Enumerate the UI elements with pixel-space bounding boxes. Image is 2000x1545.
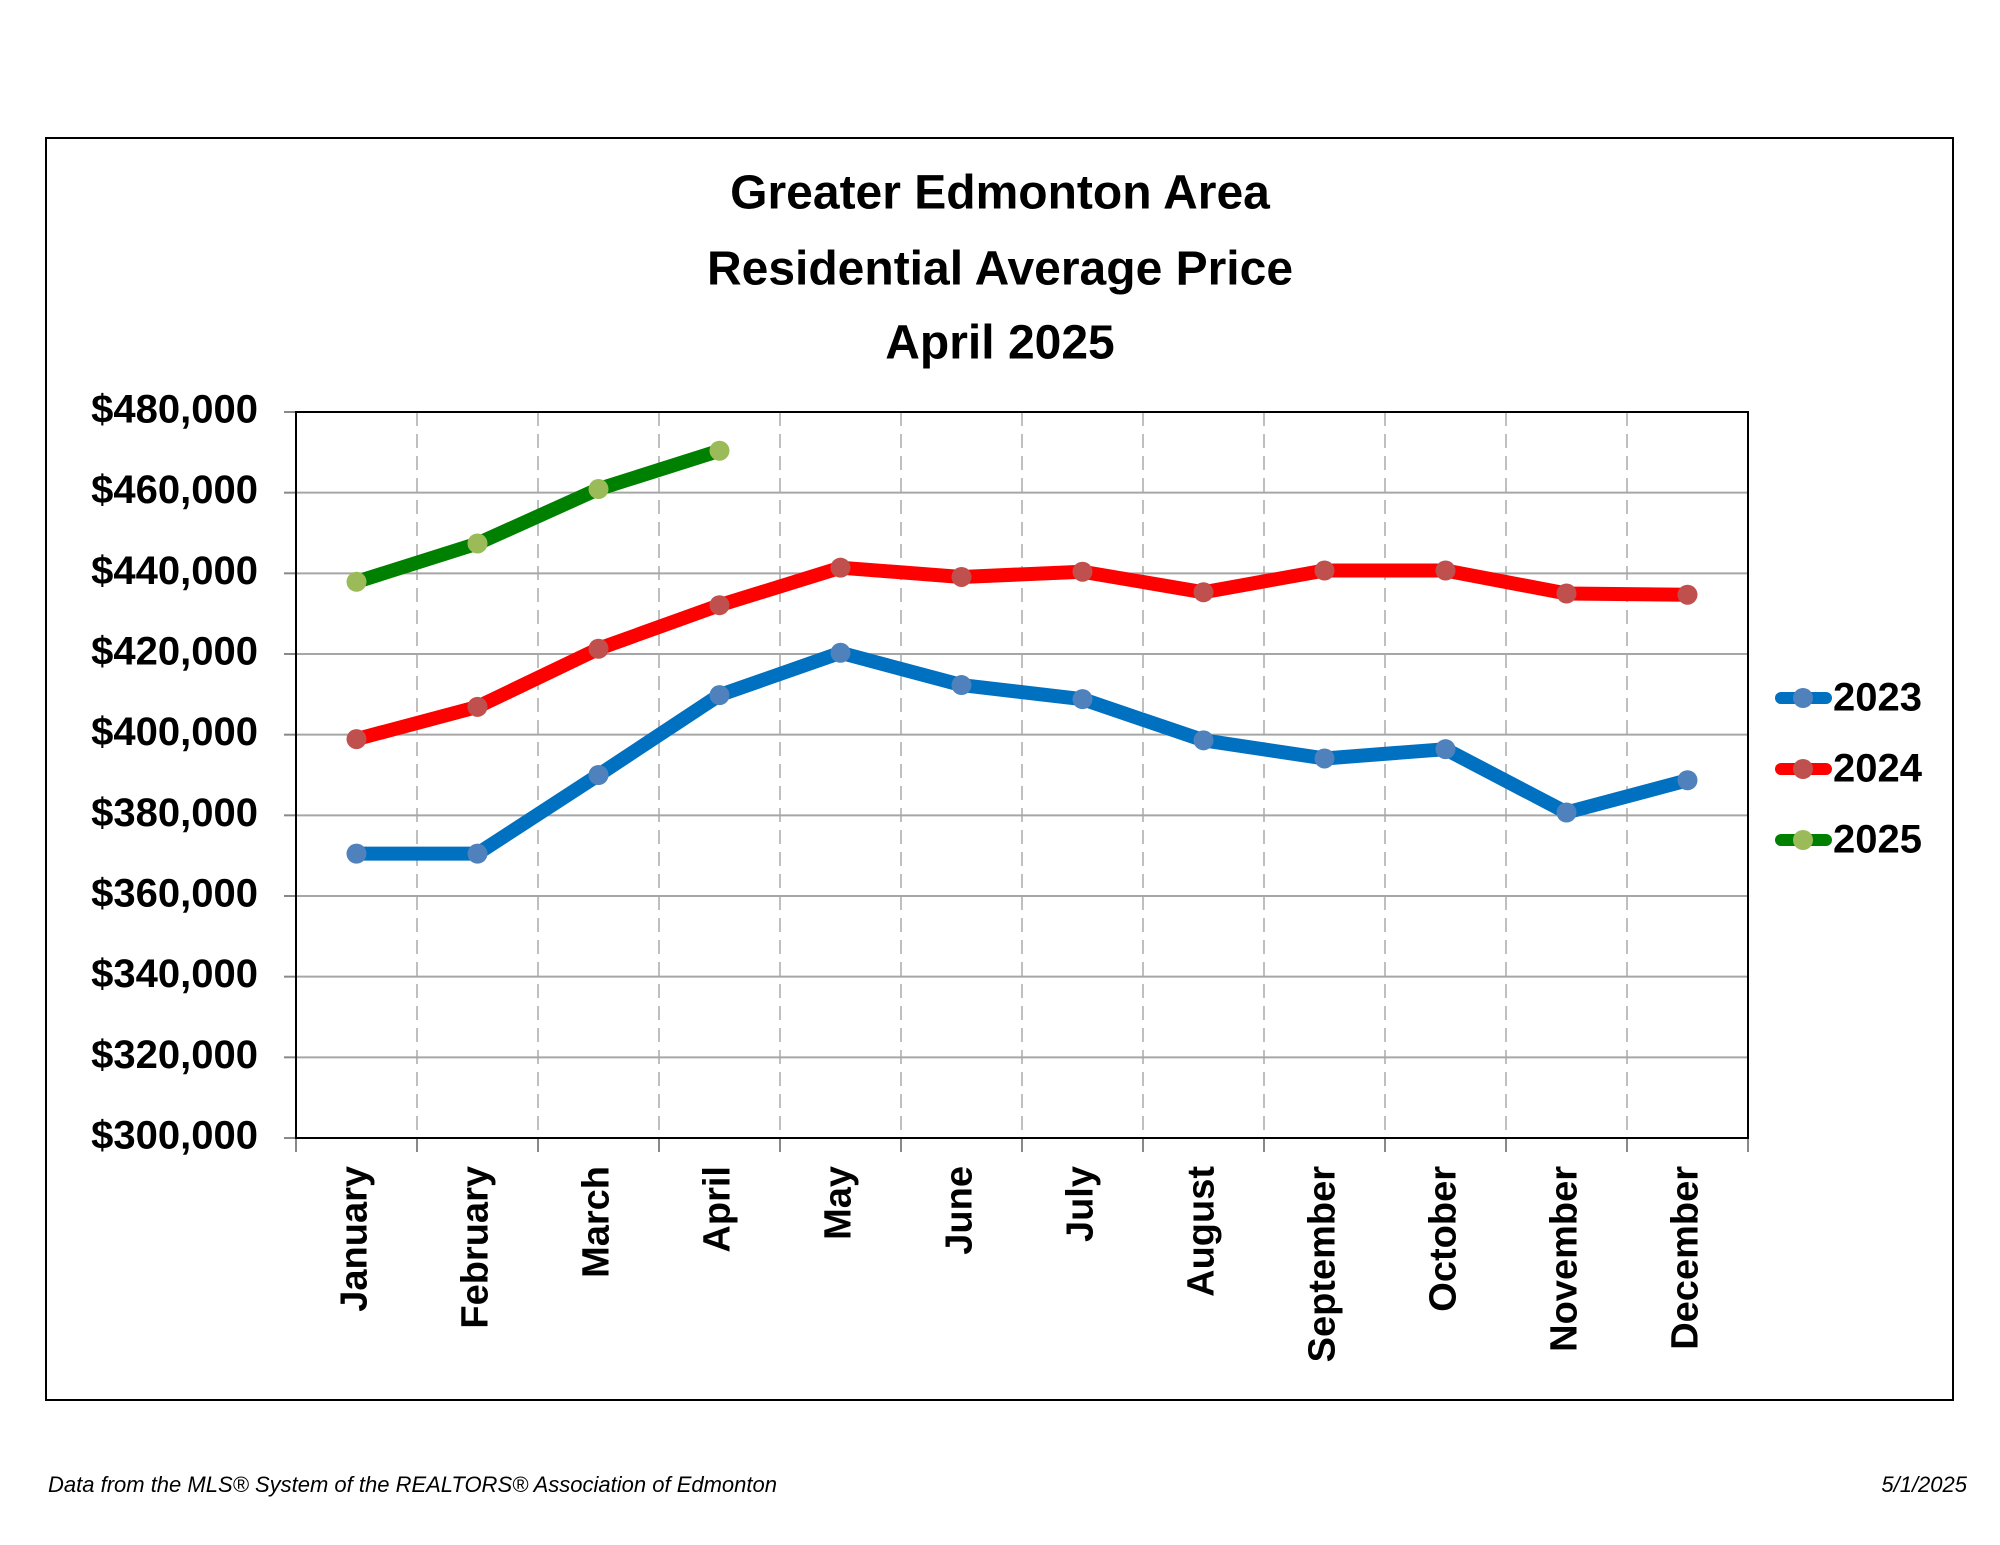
plot-border [295,411,1749,1139]
data-point [1556,583,1577,604]
data-point [588,765,609,785]
legend-label: 2024 [1833,747,1923,791]
data-point [1435,560,1456,581]
chart-title: April 2025 [885,317,1114,370]
data-point [830,557,851,578]
data-point [951,566,972,587]
data-point [1314,560,1335,581]
legend-marker [1793,759,1813,779]
y-tick-label: $300,000 [91,1114,258,1158]
data-point [1435,739,1456,760]
x-tick-label: May [818,1166,860,1240]
data-point [951,675,972,696]
footer-date: 5/1/2025 [1881,1472,1967,1497]
y-tick-label: $360,000 [91,872,258,916]
y-tick-label: $440,000 [91,549,258,593]
data-point [1193,730,1214,751]
data-point [346,571,367,592]
y-tick-label: $380,000 [91,791,258,835]
legend-marker [1793,688,1813,708]
footer-note: Data from the MLS® System of the REALTOR… [48,1472,777,1497]
x-tick-label: February [455,1166,497,1329]
x-tick-label: October [1423,1166,1465,1312]
legend-label: 2023 [1833,676,1922,720]
data-point [830,642,851,663]
y-tick-label: $460,000 [91,468,258,512]
data-point [1556,802,1577,823]
data-point [588,479,609,500]
series-line [349,645,1695,861]
data-point [588,638,609,659]
data-point [1072,689,1093,710]
chart-title: Greater Edmonton Area [730,167,1270,220]
data-point [346,729,367,750]
y-tick-label: $320,000 [91,1033,258,1077]
series-line [349,443,727,589]
x-tick-label: March [576,1166,618,1278]
x-tick-label: July [1060,1166,1102,1242]
legend-label: 2025 [1833,818,1922,862]
x-tick-label: January [334,1166,376,1312]
data-point [1677,770,1698,791]
data-point [467,696,488,717]
series-line [349,560,1695,747]
data-point [467,533,488,554]
data-point [1072,561,1093,582]
data-point [709,685,730,706]
data-point [346,843,367,864]
data-point [467,843,488,864]
x-tick-label: August [1181,1166,1223,1297]
data-point [1314,748,1335,769]
x-tick-label: September [1302,1166,1344,1363]
data-point [1677,584,1698,605]
x-tick-label: December [1665,1166,1707,1350]
x-tick-label: June [939,1166,981,1255]
x-tick-label: April [697,1166,739,1253]
data-point [709,440,730,461]
y-tick-label: $400,000 [91,710,258,754]
chart-title: Residential Average Price [707,243,1293,296]
x-tick-label: November [1544,1166,1586,1352]
data-point [709,595,730,616]
y-tick-label: $420,000 [91,630,258,674]
y-tick-label: $340,000 [91,952,258,996]
y-tick-label: $480,000 [91,388,258,432]
data-point [1193,582,1214,603]
legend-marker [1793,830,1813,850]
